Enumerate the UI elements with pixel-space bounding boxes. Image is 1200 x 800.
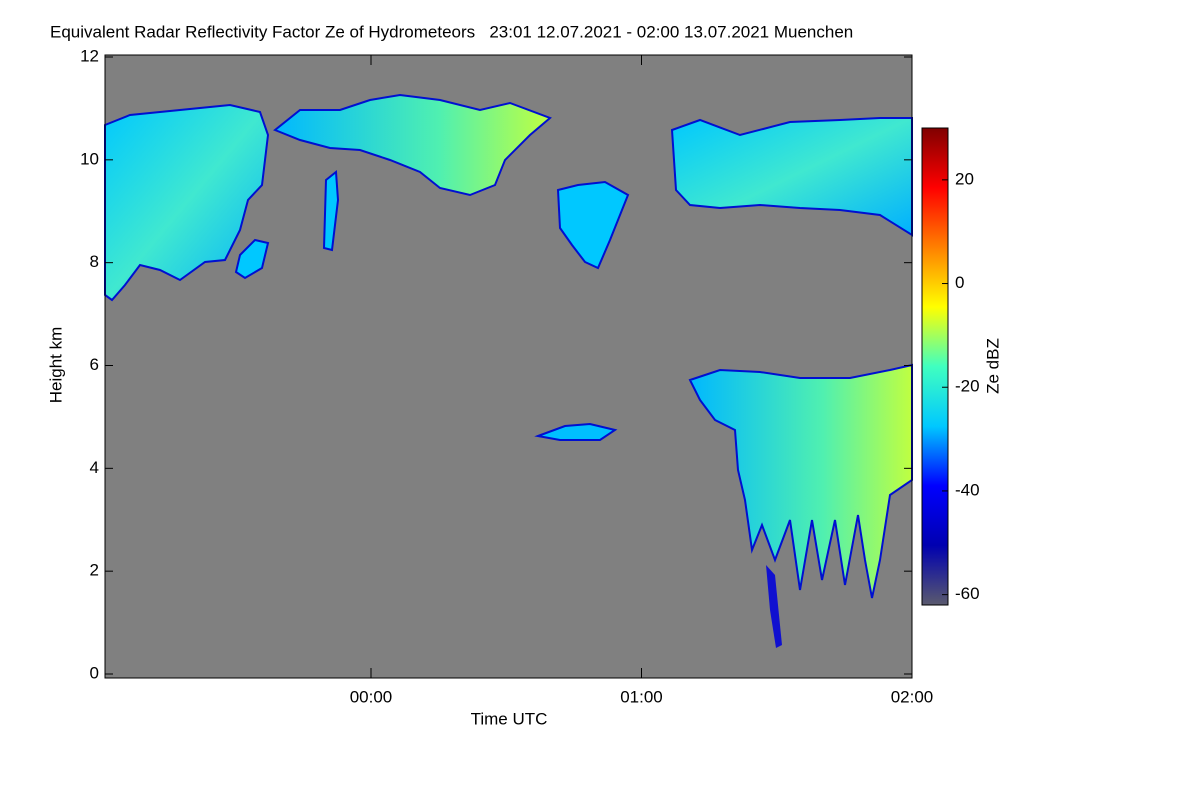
colorbar-tick-label: -60	[955, 584, 980, 603]
y-tick-label: 4	[90, 458, 99, 477]
x-tick-label: 00:00	[350, 687, 393, 706]
chart-title: Equivalent Radar Reflectivity Factor Ze …	[50, 22, 853, 41]
y-tick-label: 8	[90, 252, 99, 271]
echo-regions	[104, 93, 913, 648]
colorbar-tick-label: 0	[955, 273, 964, 292]
echo-upper-left	[104, 103, 270, 302]
echo-upper-right	[670, 117, 913, 237]
y-tick-label: 10	[80, 149, 99, 168]
x-tick-label: 02:00	[891, 687, 934, 706]
echo-streak	[322, 170, 340, 252]
colorbar-tick-label: 20	[955, 169, 974, 188]
echo-fallstreak	[766, 565, 782, 648]
y-tick-label: 2	[90, 561, 99, 580]
y-tick-label: 6	[90, 355, 99, 374]
echo-upper-mid	[556, 180, 630, 270]
y-tick-label: 12	[80, 46, 99, 65]
echo-lower-right	[688, 363, 913, 599]
colorbar-tick-label: -40	[955, 480, 980, 499]
x-tick-label: 01:00	[620, 687, 663, 706]
y-tick-label: 0	[90, 663, 99, 682]
echo-thin-layer	[534, 422, 618, 441]
echo-patch	[234, 238, 270, 280]
colorbar	[921, 127, 949, 606]
colorbar-label: Ze dBZ	[983, 338, 1002, 394]
plot-frame	[104, 54, 913, 679]
x-axis-label: Time UTC	[471, 709, 548, 728]
echo-upper-center	[273, 93, 552, 197]
y-axis-label: Height km	[46, 327, 65, 404]
colorbar-tick-label: -20	[955, 377, 980, 396]
